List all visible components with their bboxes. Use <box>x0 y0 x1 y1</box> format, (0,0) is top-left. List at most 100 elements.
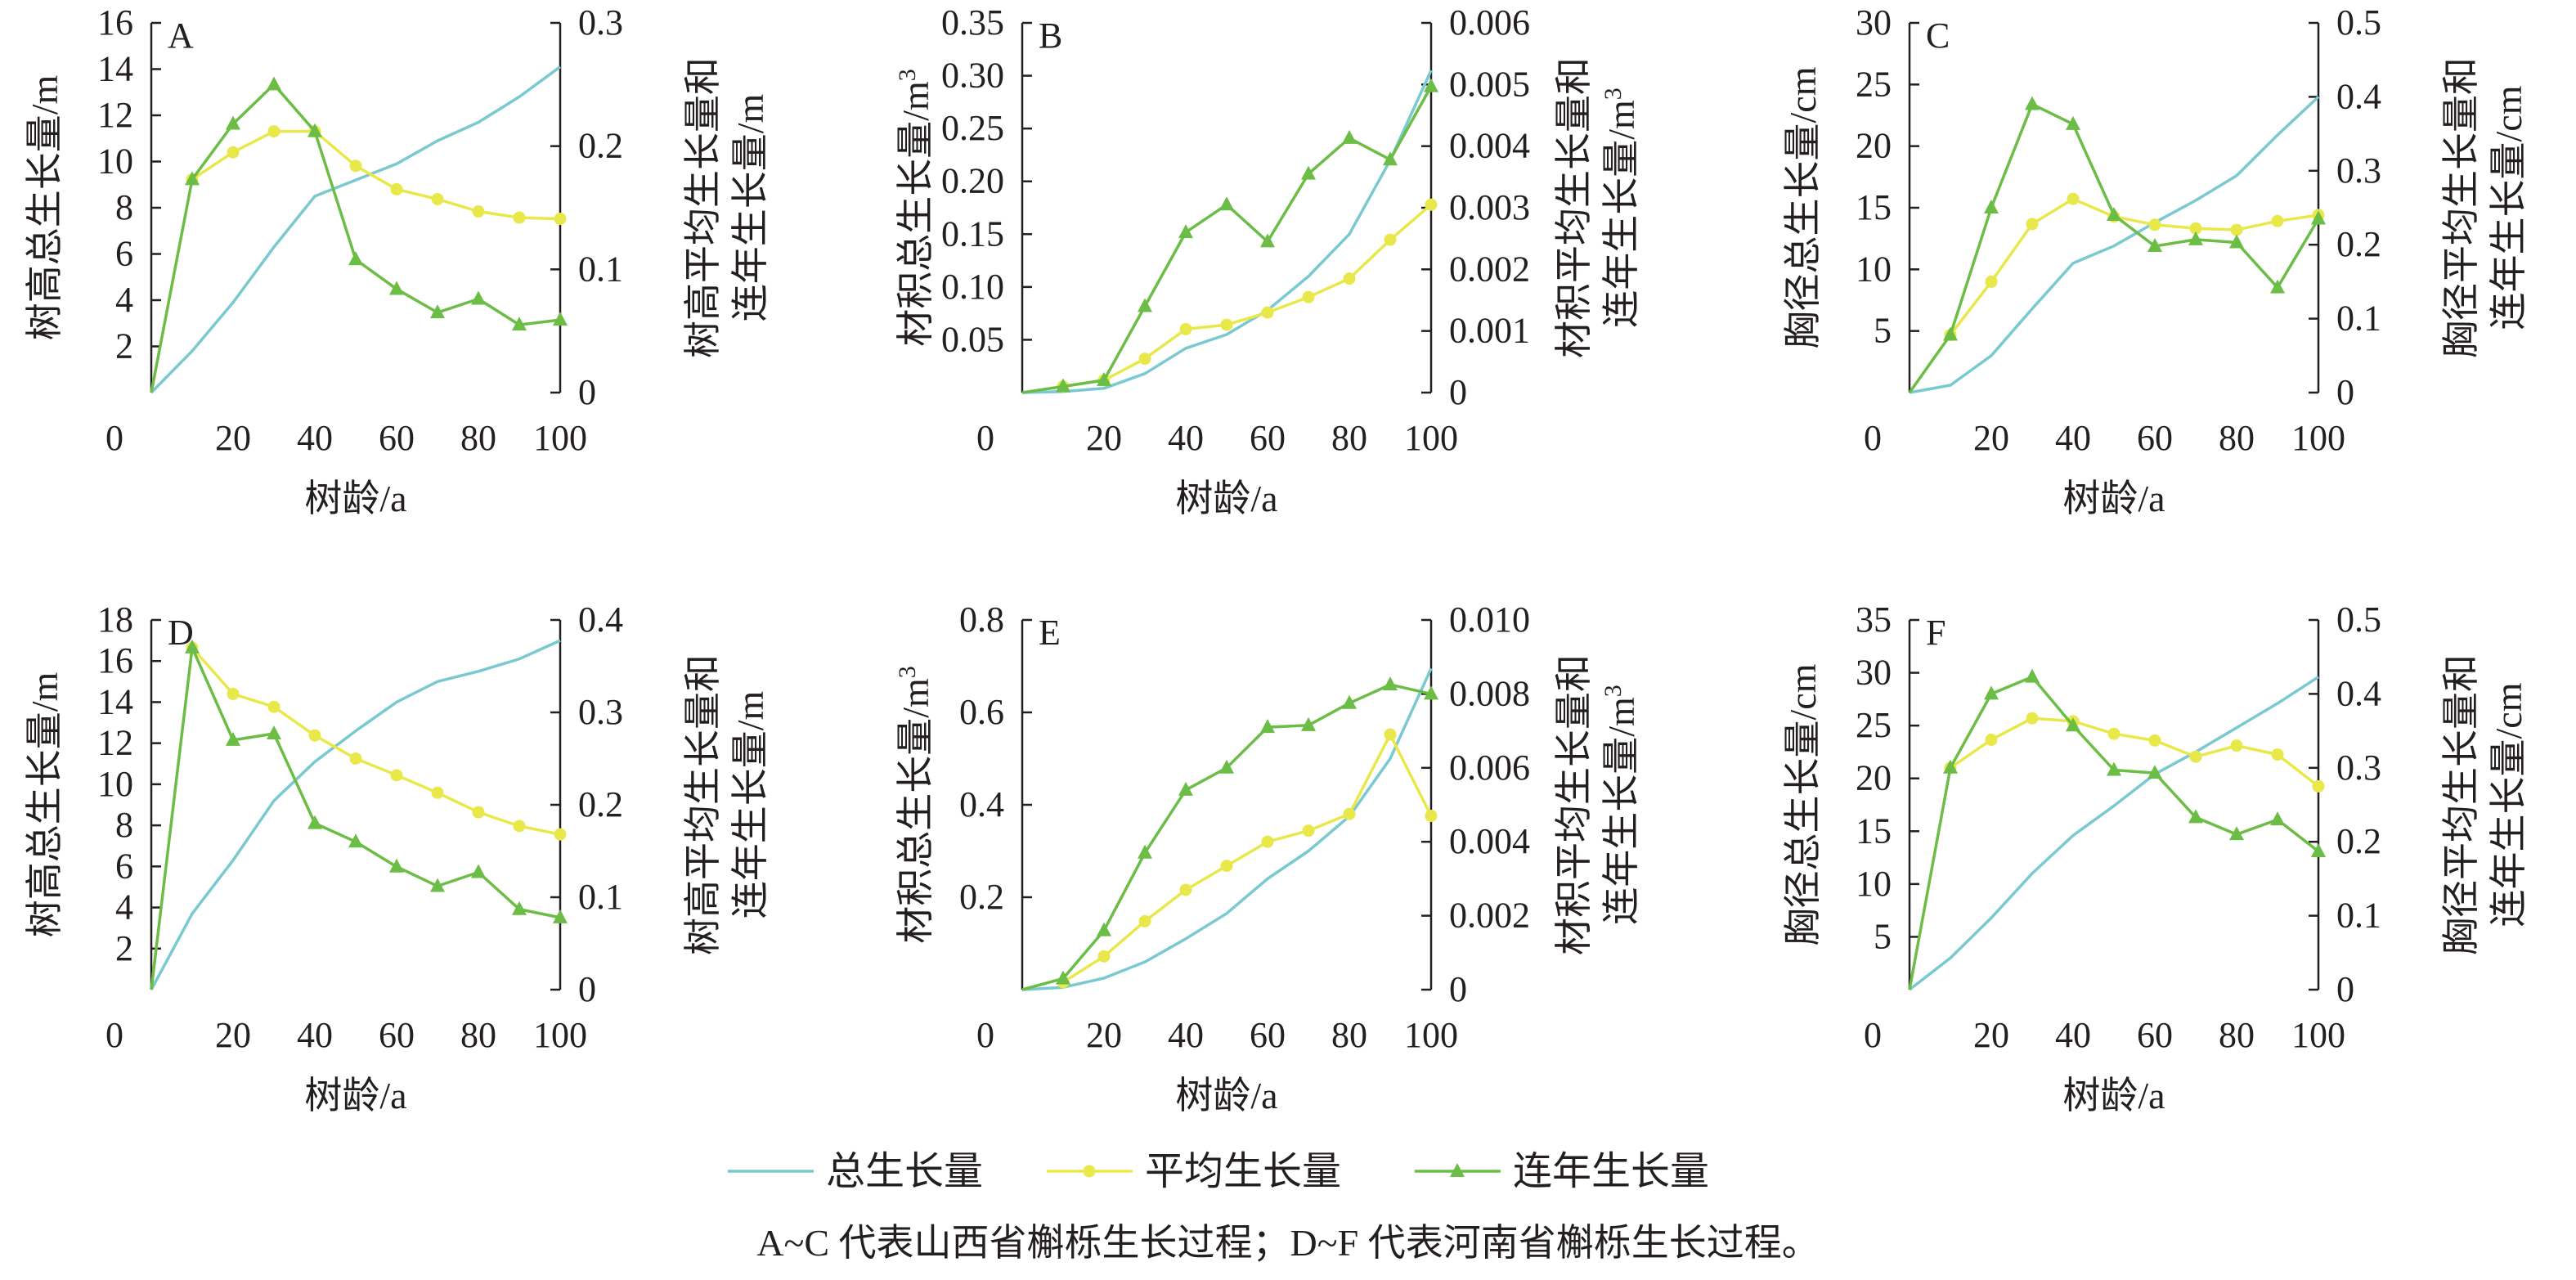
point-mean <box>472 806 485 819</box>
point-annual <box>471 290 486 305</box>
series-line-total <box>1909 96 2320 394</box>
point-annual <box>512 317 527 331</box>
left-tick-label: 25 <box>1856 705 1892 745</box>
left-tick-label: 6 <box>115 846 133 886</box>
x-tick-label: 0 <box>976 418 994 458</box>
point-mean <box>1261 835 1274 848</box>
panel-letter: C <box>1926 16 1950 56</box>
left-tick-label: 2 <box>115 928 133 968</box>
series-line-total <box>1021 667 1433 991</box>
point-annual <box>1178 224 1193 239</box>
left-tick-label: 10 <box>97 141 133 182</box>
point-annual <box>1383 151 1398 166</box>
series-line-annual <box>1908 102 2320 394</box>
right-axis-title-line: 连年生长量/m <box>729 94 771 322</box>
point-mean <box>2271 748 2284 761</box>
legend-item-mean: 平均生长量 <box>1047 1150 1341 1193</box>
point-mean <box>267 125 280 138</box>
point-annual <box>2025 96 2040 110</box>
x-tick-label: 0 <box>976 1015 994 1055</box>
point-mean <box>1179 883 1192 896</box>
left-axis-title: 胸径总生长量/cm <box>1782 663 1824 945</box>
series-line-mean <box>1062 203 1433 388</box>
point-annual <box>1097 922 1111 936</box>
x-tick-label: 100 <box>533 418 587 458</box>
left-tick-label: 0.2 <box>959 877 1004 917</box>
left-tick-label: 25 <box>1856 64 1892 104</box>
x-tick-label: 40 <box>2055 1015 2091 1055</box>
left-tick-label: 16 <box>97 640 133 680</box>
point-annual <box>2066 115 2080 130</box>
right-tick-label: 0 <box>1449 969 1467 1009</box>
x-tick-label: 60 <box>1250 1015 1286 1055</box>
right-tick-label: 0.4 <box>578 600 623 640</box>
right-tick-label: 0.2 <box>578 126 623 166</box>
point-annual <box>2229 234 2244 249</box>
right-tick-label: 0.3 <box>578 692 623 732</box>
right-axis-title-line: 材积平均生长量和 <box>1553 654 1595 955</box>
right-tick-label: 0.4 <box>2336 76 2381 116</box>
left-tick-label: 15 <box>1856 811 1892 851</box>
x-tick-label: 20 <box>1973 1015 2009 1055</box>
point-mean <box>267 700 280 713</box>
point-mean <box>227 146 240 159</box>
left-tick-label: 0.20 <box>941 161 1004 201</box>
right-axis-title-line: 连年生长量/m <box>1600 100 1642 328</box>
x-tick-label: 80 <box>2219 1015 2255 1055</box>
x-tick-label: 20 <box>1086 418 1122 458</box>
left-tick-label: 30 <box>1856 2 1892 43</box>
left-tick-label: 0.4 <box>959 784 1004 824</box>
right-axis-title-line: 连年生长量/cm <box>2488 682 2529 927</box>
right-tick-label: 0.001 <box>1449 311 1530 351</box>
point-annual <box>2311 842 2326 857</box>
left-tick-label: 18 <box>97 600 133 640</box>
panel-letter: B <box>1039 16 1062 56</box>
right-tick-label: 0.3 <box>578 2 623 43</box>
point-annual <box>226 731 240 746</box>
x-tick-label: 80 <box>460 1015 496 1055</box>
x-tick-label: 40 <box>297 418 333 458</box>
series-line-mean <box>191 646 561 836</box>
point-mean <box>2271 214 2284 227</box>
x-tick-label: 80 <box>2219 418 2255 458</box>
x-tick-label: 100 <box>533 1015 587 1055</box>
point-annual <box>553 909 568 923</box>
x-tick-label: 40 <box>2055 418 2091 458</box>
left-tick-label: 8 <box>115 187 133 227</box>
left-tick-label: 4 <box>115 280 133 320</box>
x-tick-label: 60 <box>379 418 415 458</box>
point-mean <box>1985 733 1998 746</box>
x-tick-label: 0 <box>105 1015 123 1055</box>
x-tick-label: 60 <box>379 1015 415 1055</box>
point-mean <box>513 820 526 833</box>
point-mean <box>2067 192 2080 205</box>
point-annual <box>1943 326 1958 341</box>
left-tick-label: 14 <box>97 49 133 89</box>
panel-letter: F <box>1926 613 1945 653</box>
point-mean <box>2189 222 2202 235</box>
point-mean <box>2148 218 2161 231</box>
left-tick-label: 12 <box>97 723 133 763</box>
right-tick-label: 0.003 <box>1449 187 1530 227</box>
point-annual <box>348 251 363 266</box>
right-axis-title-line: 树高平均生长量和 <box>682 654 724 955</box>
panel-letter: E <box>1039 613 1061 653</box>
right-tick-label: 0.002 <box>1449 249 1530 289</box>
legend-item-total: 总生长量 <box>728 1150 983 1193</box>
point-mean <box>349 752 362 765</box>
point-mean <box>390 769 403 782</box>
x-tick-label: 60 <box>2137 1015 2173 1055</box>
point-mean <box>227 687 240 700</box>
x-tick-label: 100 <box>1404 418 1458 458</box>
point-annual <box>1178 781 1193 796</box>
point-annual <box>1424 685 1438 700</box>
point-mean <box>472 205 485 218</box>
point-mean <box>1179 322 1192 335</box>
point-annual <box>2188 809 2203 824</box>
x-tick-label: 0 <box>1864 1015 1882 1055</box>
x-axis-title: 树龄/a <box>2062 478 2165 519</box>
superscript: 3 <box>894 666 921 678</box>
point-annual <box>1138 298 1152 312</box>
left-tick-label: 0.25 <box>941 108 1004 148</box>
